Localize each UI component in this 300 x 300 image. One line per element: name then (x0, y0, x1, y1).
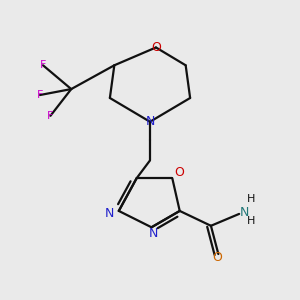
Text: O: O (151, 41, 161, 54)
Text: H: H (247, 194, 255, 204)
Text: F: F (47, 111, 54, 121)
Text: N: N (149, 227, 159, 240)
Text: H: H (247, 216, 255, 226)
Text: O: O (212, 251, 222, 264)
Text: F: F (37, 90, 43, 100)
Text: F: F (40, 60, 46, 70)
Text: O: O (174, 167, 184, 179)
Text: N: N (240, 206, 249, 219)
Text: N: N (145, 115, 155, 128)
Text: N: N (105, 207, 115, 220)
